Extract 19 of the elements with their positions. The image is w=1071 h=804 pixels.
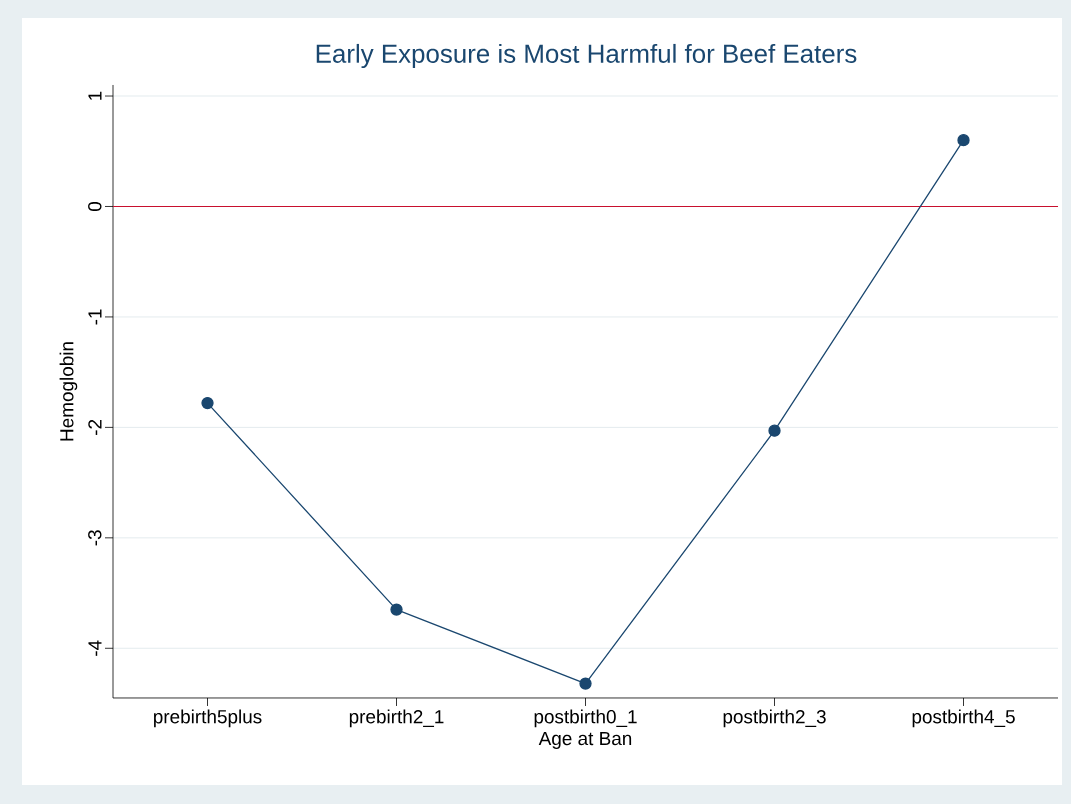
x-tick-label: postbirth4_5 [912,709,1015,728]
point [579,677,592,690]
y-tick-label: 1 [88,91,102,100]
y-tick-label: -4 [88,640,102,656]
y-tick-label: -1 [88,309,102,325]
chart-title: Early Exposure is Most Harmful for Beef Eaters [316,43,857,69]
point [768,424,781,437]
point [201,396,214,410]
y-tick-label: -2 [88,419,102,435]
x-tick-label: prebirth2_1 [349,709,444,728]
x-axis-title: Age at Ban [538,732,632,749]
x-tick-label: prebirth5plus [154,709,262,728]
point [957,134,970,147]
y-axis-title: Hemoglobin [59,342,78,441]
x-tick-label: postbirth0_1 [534,709,637,728]
point [390,603,403,616]
y-tick-label: 0 [88,201,102,212]
y-tick-label: -3 [88,530,102,546]
x-tick-label: postbirth2_3 [723,709,826,728]
